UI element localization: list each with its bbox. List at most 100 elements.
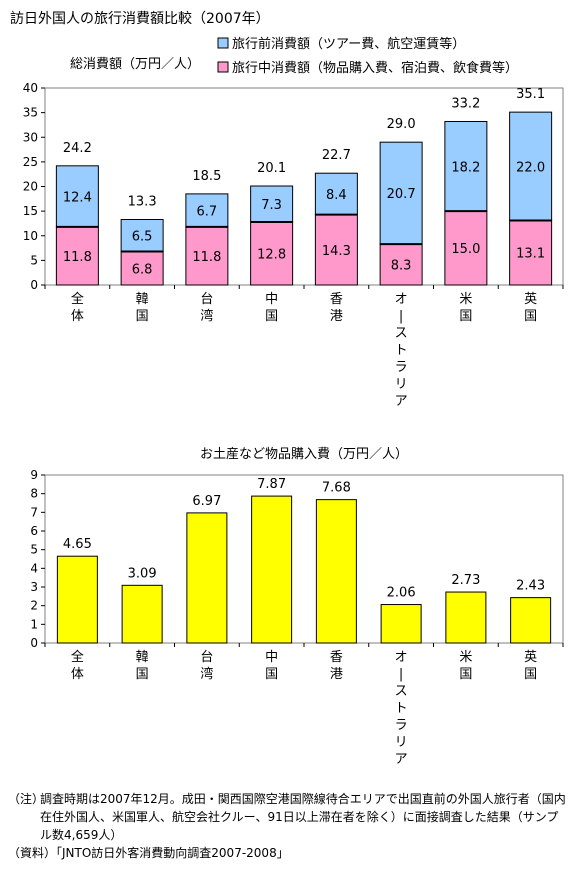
bar-segment-in-trip [55,226,99,286]
bar-segment-pre-trip [185,193,229,228]
bar-segment-in-trip [120,251,164,286]
bar [510,597,552,644]
data-label-in-trip: 11.8 [192,250,221,265]
data-label-total: 35.1 [516,87,545,102]
y-tick-label: 20 [23,180,38,194]
x-tick-label: 米国 [459,292,472,324]
bar [56,555,98,644]
data-label: 2.73 [451,573,480,588]
x-tick-label: 英国 [524,650,537,682]
x-tick-char: ト [395,343,408,358]
x-tick-label: 英国 [524,292,537,324]
data-label-pre-trip: 12.4 [63,190,92,205]
y-tick-label: 10 [23,229,38,243]
x-tick-char: ラ [395,718,408,733]
data-label-in-trip: 8.3 [391,259,412,274]
bar [251,495,293,644]
x-tick-char: 韓 [136,650,149,665]
page-title: 訪日外国人の旅行消費額比較（2007年） [10,11,270,27]
data-label: 6.97 [192,494,221,509]
x-tick-char: 米 [459,292,472,307]
bar-segment-pre-trip [379,141,423,245]
data-label-total: 24.2 [63,141,92,156]
data-label-total: 22.7 [322,148,351,163]
data-label-in-trip: 6.8 [132,262,153,277]
x-tick-char: 韓 [136,292,149,307]
data-label: 3.09 [128,566,157,581]
data-label-total: 13.3 [128,194,157,209]
x-tick-char: リ [395,377,408,392]
x-tick-char: | [399,667,403,682]
x-tick-char: 国 [459,309,472,324]
x-tick-char: 全 [71,291,84,307]
x-tick-label: 韓国 [136,650,149,682]
data-label-total: 33.2 [451,96,480,111]
x-tick-char: 国 [459,667,472,682]
y-tick-label: 6 [30,524,38,538]
x-tick-char: オ [395,292,408,307]
x-tick-char: オ [395,650,408,665]
bar [380,604,422,644]
y-tick-label: 25 [23,155,38,169]
x-tick-char: 香 [330,292,343,307]
data-label-total: 18.5 [192,169,221,184]
x-tick-char: 台 [200,292,213,307]
y-tick-label: 0 [30,636,38,650]
x-tick-char: 中 [265,650,278,665]
x-tick-char: 台 [200,650,213,665]
data-label-pre-trip: 6.5 [132,230,153,245]
x-tick-char: 全 [71,649,84,665]
bar [445,591,487,644]
bar-segment-pre-trip [250,185,294,223]
x-tick-char: 香 [330,650,343,665]
legend-label: 旅行前消費額（ツアー費、航空運賃等） [232,36,465,52]
x-tick-char: ト [395,701,408,716]
y-tick-label: 5 [30,543,38,557]
notes: （注） 調査時期は2007年12月。成田・関西国際空港国際線待合エリアで出国直前… [8,790,568,862]
data-label: 2.43 [516,579,545,594]
note-label: （注） [8,792,45,806]
x-tick-label: 米国 [459,650,472,682]
data-label-pre-trip: 20.7 [387,187,416,202]
x-tick-label: 台湾 [200,650,213,682]
y-tick-label: 0 [30,278,38,292]
legend-swatch [217,61,229,73]
x-tick-char: 体 [71,667,84,682]
y-tick-label: 30 [23,130,38,144]
x-tick-label: 中国 [265,650,278,682]
data-label-total: 20.1 [257,161,286,176]
x-tick-char: 体 [71,309,84,324]
y-tick-label: 2 [30,599,38,613]
x-tick-char: 英 [524,650,537,665]
bar-segment-in-trip [314,214,358,286]
y-tick-label: 9 [30,468,38,482]
y-tick-label: 15 [23,204,38,218]
x-tick-char: | [399,309,403,324]
total-spending-chart: 0510152025303540全体韓国台湾中国香港オ|ストラリア米国英国総消費… [23,36,564,409]
x-tick-char: 港 [330,309,343,324]
data-label-in-trip: 15.0 [451,242,480,257]
bar-segment-in-trip [444,210,488,286]
bar-segment-pre-trip [509,111,553,221]
data-label-pre-trip: 8.4 [326,188,347,203]
x-tick-char: リ [395,735,408,750]
data-label: 7.87 [257,477,286,492]
bar-segment-pre-trip [55,165,99,228]
bar-segment-in-trip [185,226,229,286]
x-tick-label: 全体 [71,291,84,324]
x-tick-char: ア [395,394,408,409]
x-tick-char: 港 [330,667,343,682]
x-tick-label: 台湾 [200,292,213,324]
data-label: 2.06 [387,586,416,601]
y-tick-label: 8 [30,487,38,501]
shopping-spending-chart: 0123456789全体韓国台湾中国香港オ|ストラリア米国英国お土産など物品購入… [30,446,564,767]
data-label-pre-trip: 22.0 [516,160,545,175]
bar-segment-in-trip [379,243,423,286]
bar-segment-pre-trip [314,172,358,216]
source-text: （資料）「JNTO訪日外客消費動向調査2007-2008」 [8,846,289,860]
x-tick-char: 国 [265,309,278,324]
x-tick-label: 韓国 [136,292,149,324]
bar [186,512,228,644]
